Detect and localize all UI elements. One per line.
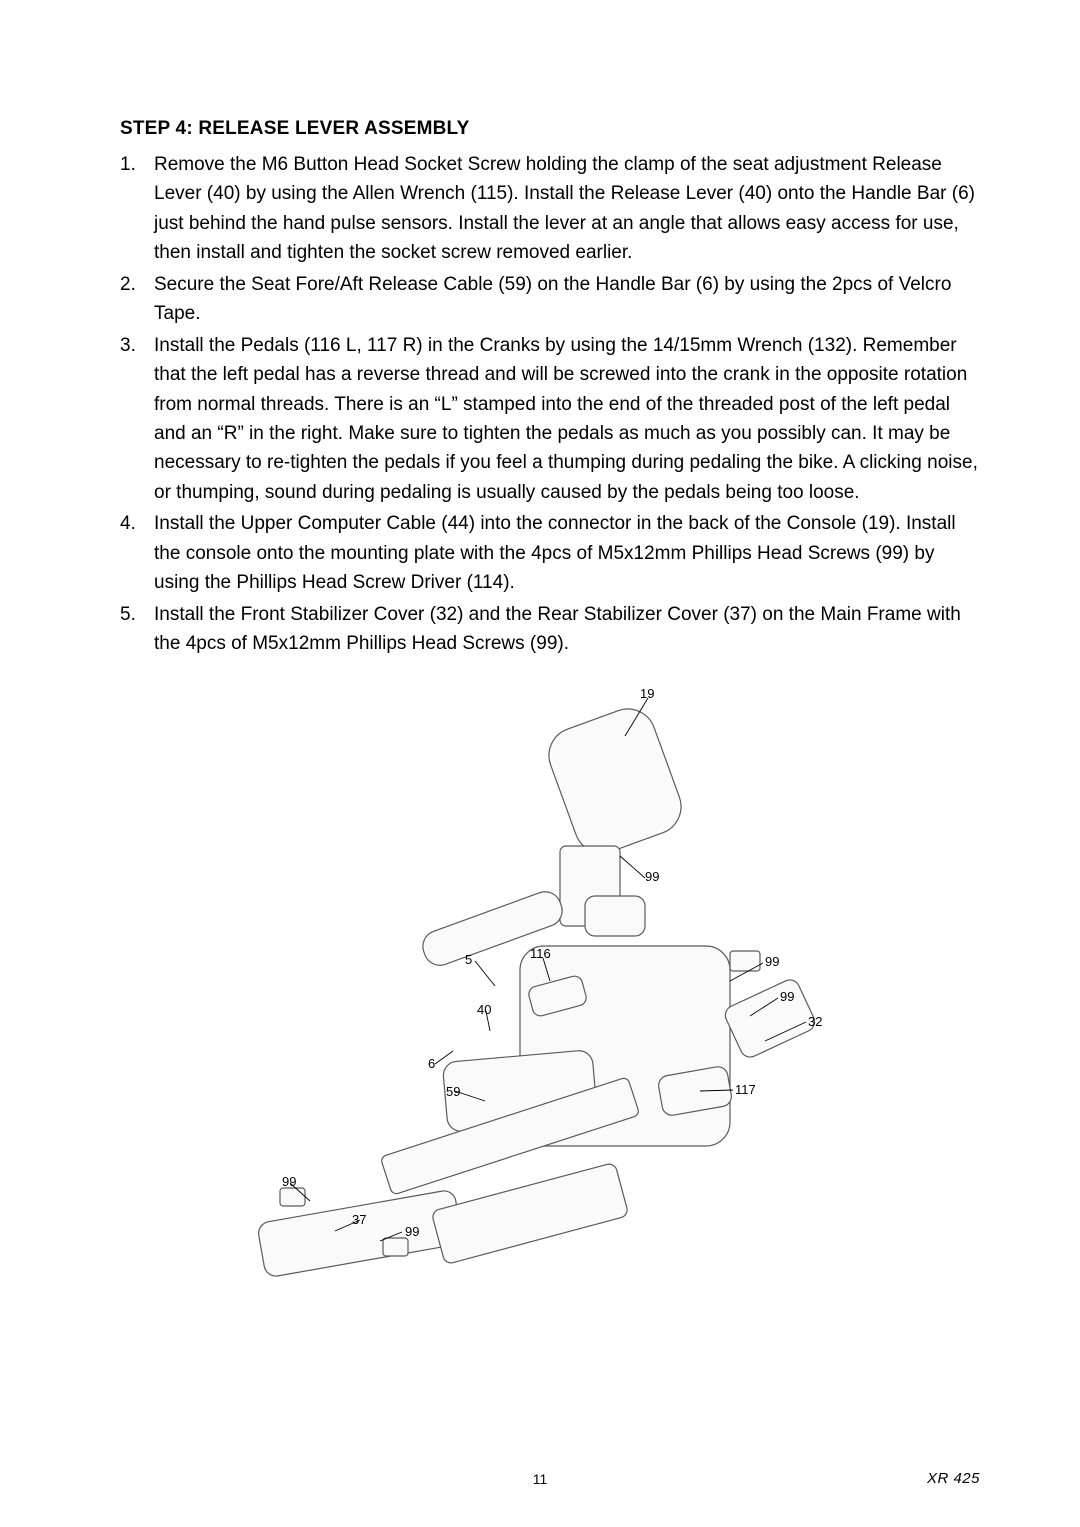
diagram-callout-99: 99: [780, 989, 794, 1004]
diagram-callout-59: 59: [446, 1084, 460, 1099]
diagram-callout-99: 99: [765, 954, 779, 969]
diagram-part-front-cover: [722, 977, 818, 1061]
diagram-part-base-foot: [431, 1163, 629, 1265]
instruction-item: Install the Pedals (116 L, 117 R) in the…: [120, 331, 980, 508]
diagram-leader-line: [475, 961, 495, 986]
diagram-part-screw-set-b: [280, 1188, 305, 1206]
diagram-part-screw-set-c: [383, 1238, 408, 1256]
diagram-callout-99: 99: [645, 869, 659, 884]
assembly-diagram-container: 19 99 5 116 99 99 32 40 6 59 117 99 37 99: [120, 686, 980, 1326]
diagram-part-handlebar-right: [585, 896, 645, 936]
instruction-item: Install the Upper Computer Cable (44) in…: [120, 509, 980, 597]
diagram-callout-116: 116: [530, 946, 551, 961]
diagram-callout-19: 19: [640, 686, 654, 701]
model-label: XR 425: [927, 1470, 980, 1487]
assembly-diagram-svg: 19 99 5 116 99 99 32 40 6 59 117 99 37 99: [190, 686, 910, 1326]
diagram-callout-32: 32: [808, 1014, 822, 1029]
diagram-leader-line: [620, 856, 645, 878]
instruction-item: Remove the M6 Button Head Socket Screw h…: [120, 150, 980, 268]
instruction-item: Secure the Seat Fore/Aft Release Cable (…: [120, 270, 980, 329]
diagram-callout-37: 37: [352, 1212, 366, 1227]
instruction-list: Remove the M6 Button Head Socket Screw h…: [120, 150, 980, 658]
step-title: STEP 4: RELEASE LEVER ASSEMBLY: [120, 118, 980, 140]
instruction-item: Install the Front Stabilizer Cover (32) …: [120, 600, 980, 659]
diagram-callout-6: 6: [428, 1056, 435, 1071]
diagram-leader-line: [435, 1051, 453, 1064]
diagram-callout-40: 40: [477, 1002, 491, 1017]
diagram-callout-99: 99: [405, 1224, 419, 1239]
diagram-part-screw-set-a: [730, 951, 760, 971]
page-number: 11: [533, 1471, 548, 1487]
diagram-callout-5: 5: [465, 952, 472, 967]
diagram-part-console: [541, 702, 689, 862]
assembly-diagram: 19 99 5 116 99 99 32 40 6 59 117 99 37 99: [190, 686, 910, 1326]
diagram-callout-117: 117: [735, 1082, 756, 1097]
diagram-callout-99: 99: [282, 1174, 296, 1189]
